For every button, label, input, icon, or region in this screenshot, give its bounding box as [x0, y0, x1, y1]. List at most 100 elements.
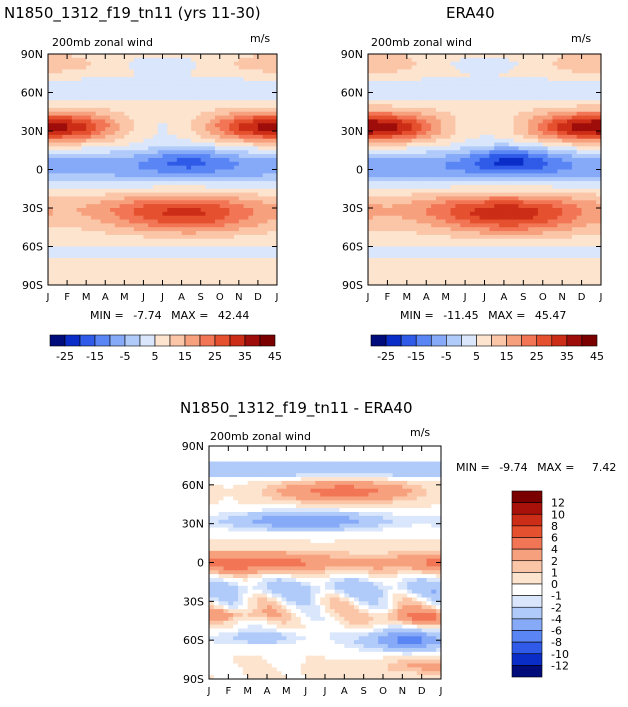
colorbar-label: 35 — [238, 350, 252, 363]
y-tick-label: 90S — [22, 279, 43, 292]
colorbar-swatch — [511, 548, 543, 562]
y-tick-label: 0 — [197, 557, 204, 570]
panel-difference-units: m/s — [410, 426, 430, 439]
panel-era40-colorbar: -25 -15 -5 5 15 25 35 45 — [370, 334, 604, 363]
y-tick-label: 60S — [183, 634, 204, 647]
colorbar-label: -25 — [377, 350, 395, 363]
colorbar-swatch — [370, 334, 387, 347]
colorbar-label: 8 — [551, 520, 558, 533]
colorbar-label: 35 — [560, 350, 574, 363]
panel-difference-stats: MIN = -9.74 MAX = 7.42 — [456, 461, 616, 474]
min-value: -7.74 — [133, 309, 161, 322]
colorbar-swatch — [430, 334, 447, 347]
colorbar-label: -25 — [56, 350, 74, 363]
colorbar-swatch — [511, 502, 543, 515]
colorbar-swatch — [385, 334, 402, 347]
colorbar-swatch — [511, 525, 543, 538]
x-tick-label: N — [558, 292, 565, 303]
max-value: 7.42 — [592, 461, 617, 474]
y-tick-label: 30S — [183, 595, 204, 608]
colorbar-swatch — [461, 334, 477, 347]
x-tick-label: M — [120, 292, 129, 303]
panel-difference: N1850_1312_f19_tn11 - ERA40 200mb zonal … — [180, 399, 616, 697]
panel-model-subtitle: 200mb zonal wind — [52, 36, 153, 49]
max-value: 45.47 — [535, 309, 567, 322]
colorbar-swatch — [511, 641, 543, 655]
x-tick-label: A — [178, 292, 185, 303]
colorbar-label: -5 — [120, 350, 131, 363]
colorbar-swatch — [154, 334, 171, 347]
colorbar-swatch — [581, 334, 598, 347]
colorbar-swatch — [521, 334, 538, 347]
colorbar-label: 12 — [551, 497, 565, 510]
min-label: MIN = — [456, 461, 490, 474]
colorbar-label: -8 — [551, 636, 562, 649]
x-tick-label: O — [539, 292, 547, 303]
x-tick-label: J — [275, 292, 279, 303]
colorbar-swatch — [551, 334, 568, 347]
colorbar-swatch — [511, 560, 543, 573]
panel-era40: ERA40 200mb zonal wind m/s 90N 60N 30N 0 30S… — [341, 4, 604, 363]
colorbar-swatch — [536, 334, 553, 347]
min-label: MIN = — [90, 309, 124, 322]
min-label: MIN = — [400, 309, 434, 322]
x-tick-label: M — [82, 292, 91, 303]
colorbar-label: -10 — [551, 648, 569, 661]
x-tick-label: D — [578, 292, 586, 303]
x-tick-label: O — [216, 292, 224, 303]
colorbar-label: 15 — [178, 350, 192, 363]
y-tick-label: 60S — [22, 241, 43, 254]
panel-model-stats: MIN = -7.74 MAX = 42.44 — [90, 309, 249, 322]
colorbar-swatch — [64, 334, 81, 347]
y-tick-label: 60N — [341, 87, 363, 100]
x-tick-label: J — [207, 686, 211, 697]
panel-era40-units: m/s — [571, 32, 591, 45]
panel-model-title: N1850_1312_f19_tn11 (yrs 11-30) — [4, 4, 261, 23]
y-tick-label: 90N — [21, 48, 43, 61]
panel-model-colorbar: -25 -15 -5 5 15 25 35 45 — [49, 334, 282, 363]
colorbar-swatch — [214, 334, 231, 347]
y-tick-label: 30S — [342, 202, 363, 215]
colorbar-swatch — [109, 334, 126, 347]
x-tick-label: J — [303, 686, 307, 697]
min-value: -9.74 — [499, 461, 527, 474]
x-tick-label: J — [439, 686, 443, 697]
colorbar-swatch — [169, 334, 186, 347]
x-tick-label: J — [46, 292, 50, 303]
y-tick-label: 90S — [342, 279, 363, 292]
panel-model-units: m/s — [250, 32, 270, 45]
colorbar-swatch — [511, 653, 543, 666]
panel-model: N1850_1312_f19_tn11 (yrs 11-30) 200mb zo… — [4, 4, 282, 363]
x-tick-label: A — [102, 292, 109, 303]
x-tick-label: D — [254, 292, 262, 303]
y-tick-label: 30N — [341, 125, 363, 138]
colorbar-swatch — [229, 334, 246, 347]
colorbar-swatch — [124, 334, 141, 347]
x-tick-label: M — [282, 686, 291, 697]
colorbar-label: 4 — [551, 543, 558, 556]
colorbar-label: -15 — [86, 350, 104, 363]
x-tick-label: S — [520, 292, 526, 303]
y-tick-label: 0 — [36, 164, 43, 177]
colorbar-label: -15 — [407, 350, 425, 363]
max-value: 42.44 — [218, 309, 250, 322]
colorbar-swatch — [49, 334, 66, 347]
max-label: MAX = — [537, 461, 574, 474]
y-tick-label: 30N — [182, 518, 204, 531]
panel-model-y-axis: 90N 60N 30N 0 30S 60S 90S — [21, 48, 277, 292]
colorbar-swatch — [511, 606, 543, 620]
colorbar-label: 2 — [551, 555, 558, 568]
colorbar-swatch — [511, 665, 543, 678]
max-label: MAX = — [171, 309, 208, 322]
y-tick-label: 0 — [356, 164, 363, 177]
x-tick-label: A — [500, 292, 507, 303]
colorbar-swatch — [511, 630, 543, 643]
colorbar-swatch — [566, 334, 583, 347]
x-tick-label: F — [64, 292, 70, 303]
panel-model-field — [48, 54, 277, 285]
x-tick-label: J — [323, 686, 327, 697]
y-tick-label: 90N — [182, 440, 204, 453]
y-tick-label: 90S — [183, 673, 204, 686]
